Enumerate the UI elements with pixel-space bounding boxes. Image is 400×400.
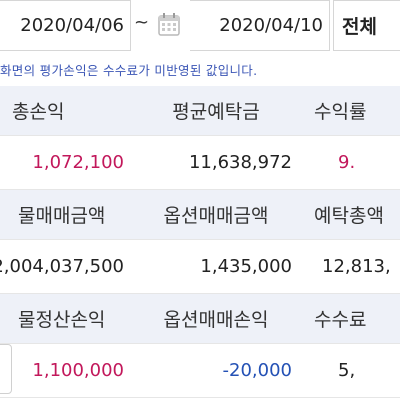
end-date-field[interactable]: 2020/04/10 [190,0,330,51]
side-panel-edge[interactable] [0,344,12,394]
value-row: 1,100,000 -20,000 5, [0,344,400,398]
header-options-trade-pnl: 옵션매매손익 [132,294,300,344]
value-futures-settlement-pnl: 1,100,000 [0,344,132,398]
period-select[interactable]: 전체 [333,0,400,51]
header-row: 총손익 평균예탁금 수익률 [0,86,400,136]
value-total-deposit: 12,813, [300,240,400,294]
value-row: 2,004,037,500 1,435,000 12,813, [0,240,400,294]
period-select-value: 전체 [342,16,377,38]
value-options-trade-pnl: -20,000 [132,344,300,398]
value-avg-deposit: 11,638,972 [132,136,300,190]
header-avg-deposit: 평균예탁금 [132,86,300,136]
summary-grid: 총손익 평균예탁금 수익률 1,072,100 11,638,972 9. 물매… [0,86,400,400]
header-return-rate: 수익률 [300,86,400,136]
header-row: 물정산손익 옵션매매손익 수수료 [0,294,400,344]
value-return-rate: 9. [300,136,400,190]
header-futures-settlement-pnl: 물정산손익 [0,294,132,344]
value-row: 1,072,100 11,638,972 9. [0,136,400,190]
header-fee: 수수료 [300,294,400,344]
value-fee: 5, [300,344,400,398]
header-options-trade-amount: 옵션매매금액 [132,190,300,240]
start-date-field[interactable]: 2020/04/06 [0,0,131,51]
end-date-value: 2020/04/10 [219,15,323,36]
header-total-deposit: 예탁총액 [300,190,400,240]
calendar-icon[interactable] [158,12,180,36]
fee-notice-text: 화면의 평가손익은 수수료가 미반영된 값입니다. [0,62,258,78]
fee-notice: 화면의 평가손익은 수수료가 미반영된 값입니다. [0,54,400,84]
value-futures-trade-amount: 2,004,037,500 [0,240,132,294]
header-futures-trade-amount: 물매매금액 [0,190,132,240]
start-date-value: 2020/04/06 [20,15,124,36]
value-options-trade-amount: 1,435,000 [132,240,300,294]
header-total-pnl: 총손익 [0,86,132,136]
value-futures-settlement-pnl-text: 1,100,000 [32,360,124,381]
date-filter-bar: 2020/04/06 ~ 2020/04/10 전체 [0,0,400,52]
date-range-separator: ~ [134,12,150,33]
header-row: 물매매금액 옵션매매금액 예탁총액 [0,190,400,240]
value-total-pnl: 1,072,100 [0,136,132,190]
